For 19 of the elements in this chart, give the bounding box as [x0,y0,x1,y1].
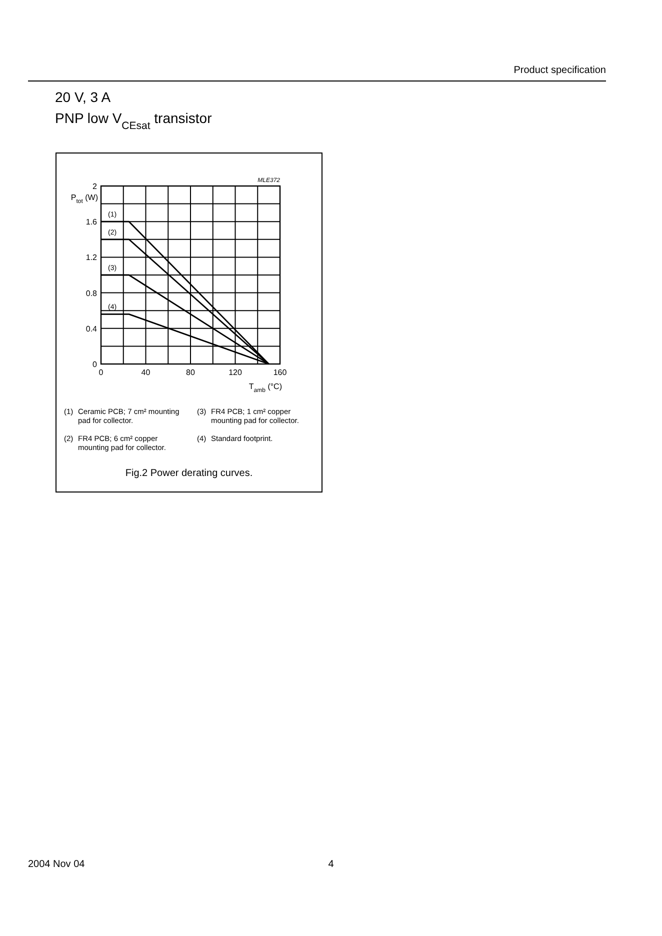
y-tick-label: 2 [92,182,98,191]
text: Fig.2 Power derating curves. [125,468,253,479]
text: 4 [328,859,334,870]
y-axis-title: P$_{tot}$ (W) [70,193,98,205]
x-axis-title: T$_{amb}$ (°C) [248,382,282,394]
y-tick-label: 0.8 [86,288,98,298]
text: PNP low V$_{CEsat}$ transistor [55,110,212,132]
y-tick-label: 0 [92,360,98,369]
y-tick-label: 1.6 [86,218,98,227]
y-tick-label: 0.4 [86,324,98,334]
x-tick-label: 160 [273,368,288,377]
text: 20 V, 3 A [55,89,112,105]
x-tick-label: 120 [228,368,242,377]
text: Product specification [514,65,606,76]
x-tick-label: 40 [141,368,151,377]
text: 2004 Nov 04 [28,859,86,870]
x-tick-label: 80 [186,368,196,377]
x-tick-label: 0 [98,368,104,377]
y-tick-label: 1.2 [86,253,98,262]
